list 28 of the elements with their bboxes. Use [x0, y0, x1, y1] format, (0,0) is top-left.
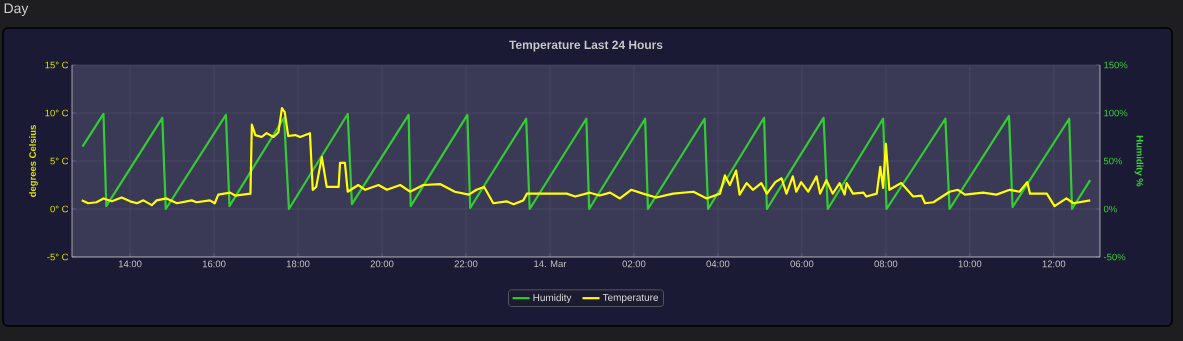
y2-tick-label: 100% — [1104, 109, 1128, 117]
x-tick-label: 10:00 — [958, 260, 982, 268]
y2-tick-label: 50% — [1103, 157, 1123, 165]
y-tick-label: 0° C — [50, 205, 69, 213]
legend-label: Humidity — [533, 293, 572, 304]
x-tick-label: 14:00 — [118, 260, 142, 268]
y2-axis-title: Humidity % — [1134, 135, 1144, 187]
chart-title: Temperature Last 24 Hours — [509, 40, 663, 52]
y2-tick-label: 0% — [1103, 205, 1117, 213]
x-tick-label: 04:00 — [706, 260, 730, 268]
y2-tick-label: -50% — [1103, 253, 1126, 261]
y-axis-title: degrees Celsius — [29, 125, 38, 197]
y-tick-label: 15° C — [45, 61, 69, 69]
x-tick-label: 20:00 — [370, 260, 394, 268]
y-tick-label: -5° C — [47, 253, 69, 261]
x-tick-label: 02:00 — [622, 260, 646, 268]
legend-label: Temperature — [602, 294, 659, 303]
x-tick-label: 18:00 — [286, 260, 310, 268]
y2-tick-label: 150% — [1104, 61, 1128, 69]
y-tick-label: 10° C — [45, 109, 69, 117]
y-tick-label: 5° C — [50, 157, 69, 165]
x-tick-label: 16:00 — [202, 260, 226, 268]
x-tick-label: 08:00 — [874, 260, 898, 268]
x-tick-label: 14. Mar — [534, 260, 567, 268]
x-tick-label: 22:00 — [454, 260, 478, 268]
x-tick-label: 12:00 — [1042, 260, 1066, 268]
text: Day — [4, 3, 29, 16]
x-tick-label: 06:00 — [790, 260, 814, 268]
